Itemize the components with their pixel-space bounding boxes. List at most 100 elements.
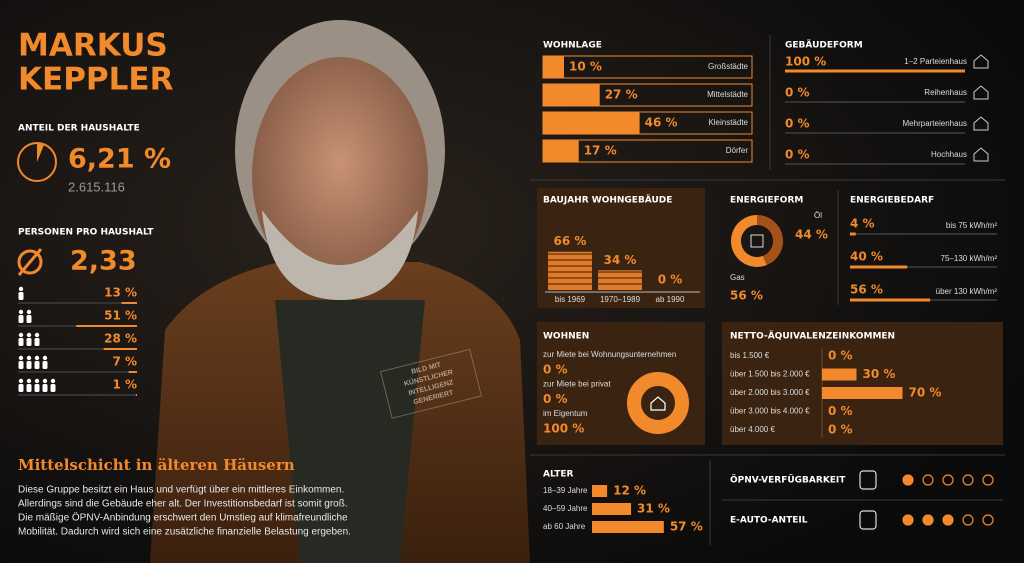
- share-value: 34 %: [604, 253, 637, 267]
- person-icon: [18, 332, 24, 346]
- icon-part: [26, 338, 32, 346]
- row-label: über 130 kWh/m²: [936, 287, 998, 296]
- person-icon: [34, 378, 40, 392]
- person-icon: [42, 355, 48, 369]
- persons-share: 51 %: [104, 309, 137, 323]
- row-label: im Eigentum: [543, 409, 588, 418]
- icon-part: [34, 384, 40, 392]
- icon-part: [50, 384, 56, 392]
- average-persons: 2,33: [70, 246, 137, 277]
- icon-part: [26, 315, 32, 323]
- summary-line: Allerdings sind die Gebäude eher alt. De…: [18, 499, 348, 510]
- share-value: 0 %: [785, 117, 810, 131]
- icon-part: [18, 309, 24, 315]
- house-icon: [973, 54, 989, 69]
- row-label: über 1.500 bis 2.000 €: [730, 370, 810, 379]
- row-label: über 2.000 bis 3.000 €: [730, 388, 810, 397]
- row-label: 1970–1989: [600, 295, 641, 304]
- summary-line: Die mäßige ÖPNV-Anbindung erschwert den …: [18, 512, 348, 524]
- mobility-icon: [859, 510, 877, 530]
- row-label: bis 75 kWh/m²: [946, 221, 997, 230]
- share-sector: [37, 143, 45, 162]
- share-value: 27 %: [605, 88, 638, 102]
- rating-dot: [942, 474, 954, 486]
- section-title: PERSONEN PRO HAUSHALT: [18, 228, 154, 238]
- bar: [822, 387, 903, 399]
- summary-line: Mobilität. Dadurch wird sich eine zusätz…: [18, 527, 351, 538]
- rating-dot: [982, 474, 994, 486]
- share-value: 100 %: [543, 422, 584, 436]
- persons-share: 28 %: [104, 332, 137, 346]
- share-value: 0 %: [658, 273, 683, 287]
- icon-part: [42, 361, 48, 369]
- row-label: Mehrparteienhaus: [903, 119, 967, 128]
- icon-part: [26, 332, 32, 338]
- row-label: bis 1.500 €: [730, 351, 770, 360]
- person-icon: [34, 355, 40, 369]
- share-value: 12 %: [613, 484, 646, 498]
- icon-part: [34, 332, 40, 338]
- section-title: GEBÄUDEFORM: [785, 40, 863, 51]
- icon-part: [42, 355, 48, 361]
- section-title: ÖPNV-VERFÜGBARKEIT: [730, 475, 846, 486]
- row-label: 75–130 kWh/m²: [941, 254, 998, 263]
- share-value: 40 %: [850, 250, 883, 264]
- first-name: MARKUS: [18, 28, 168, 64]
- person-icon: [18, 286, 24, 300]
- row-label: über 4.000 €: [730, 425, 775, 434]
- bar: [543, 140, 579, 162]
- row-label: Gas: [730, 273, 745, 282]
- icon-part: [34, 361, 40, 369]
- rating-dot: [922, 474, 934, 486]
- section-title: ANTEIL DER HAUSHALTE: [18, 124, 140, 134]
- bar: [543, 56, 564, 78]
- icon-part: [18, 384, 24, 392]
- share-value: 0 %: [828, 404, 853, 418]
- share-value: 56 %: [850, 283, 883, 297]
- share-value: 31 %: [637, 502, 670, 516]
- share-value: 4 %: [850, 217, 875, 231]
- row-label: Großstädte: [708, 62, 749, 71]
- share-value: 0 %: [828, 423, 853, 437]
- share-value: 66 %: [554, 234, 587, 248]
- section-title: BAUJAHR WOHNGEBÄUDE: [543, 195, 672, 206]
- icon-part: [42, 378, 48, 384]
- share-value: 0 %: [828, 349, 853, 363]
- share-value: 30 %: [863, 367, 896, 381]
- person-icon: [34, 332, 40, 346]
- share-value: 0 %: [543, 392, 568, 406]
- person-icon: [50, 378, 56, 392]
- share-value: 0 %: [543, 363, 568, 377]
- share-value: 0 %: [785, 148, 810, 162]
- dividers: [530, 35, 1005, 545]
- mobility-icon: [859, 470, 877, 490]
- rating-dot: [902, 474, 914, 486]
- row-label: über 3.000 bis 4.000 €: [730, 407, 810, 416]
- person-icon: [18, 378, 24, 392]
- summary-line: Diese Gruppe besitzt ein Haus und verfüg…: [18, 485, 344, 496]
- row-label: zur Miete bei privat: [543, 380, 611, 389]
- row-label: Öl: [814, 211, 822, 220]
- rating-dot: [982, 514, 994, 526]
- icon-part: [18, 338, 24, 346]
- share-value: 0 %: [785, 86, 810, 100]
- share-value: 46 %: [645, 116, 678, 130]
- panel: [722, 322, 1003, 445]
- person-icon: [26, 332, 32, 346]
- bar: [592, 485, 608, 497]
- household-count: 2.615.116: [68, 179, 125, 194]
- persons-share: 13 %: [104, 286, 137, 300]
- house-icon: [973, 147, 989, 162]
- share-value: 44 %: [795, 228, 828, 242]
- row-label: Hochhaus: [931, 150, 967, 159]
- bar: [598, 270, 642, 290]
- section-title: WOHNEN: [543, 332, 589, 342]
- icon-part: [18, 332, 24, 338]
- average-icon: [17, 248, 43, 276]
- person-icon: [26, 378, 32, 392]
- row-label: Mittelstädte: [707, 90, 748, 99]
- house-icon: [973, 116, 989, 131]
- section-title: NETTO-ÄQUIVALENZEINKOMMEN: [730, 331, 895, 342]
- icon-part: [26, 378, 32, 384]
- house-icon: [650, 396, 666, 411]
